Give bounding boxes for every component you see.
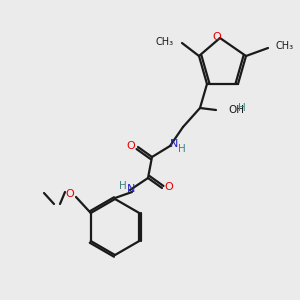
Text: N: N xyxy=(127,184,135,194)
Text: O: O xyxy=(66,189,74,199)
Text: O: O xyxy=(213,32,221,42)
Text: H: H xyxy=(119,181,127,191)
Text: O: O xyxy=(165,182,173,192)
Text: CH₃: CH₃ xyxy=(276,41,294,51)
Text: N: N xyxy=(170,139,178,149)
Text: CH₃: CH₃ xyxy=(156,37,174,47)
Text: H: H xyxy=(178,144,186,154)
Text: O: O xyxy=(127,141,135,151)
Text: H: H xyxy=(238,103,246,113)
Text: OH: OH xyxy=(228,105,244,115)
